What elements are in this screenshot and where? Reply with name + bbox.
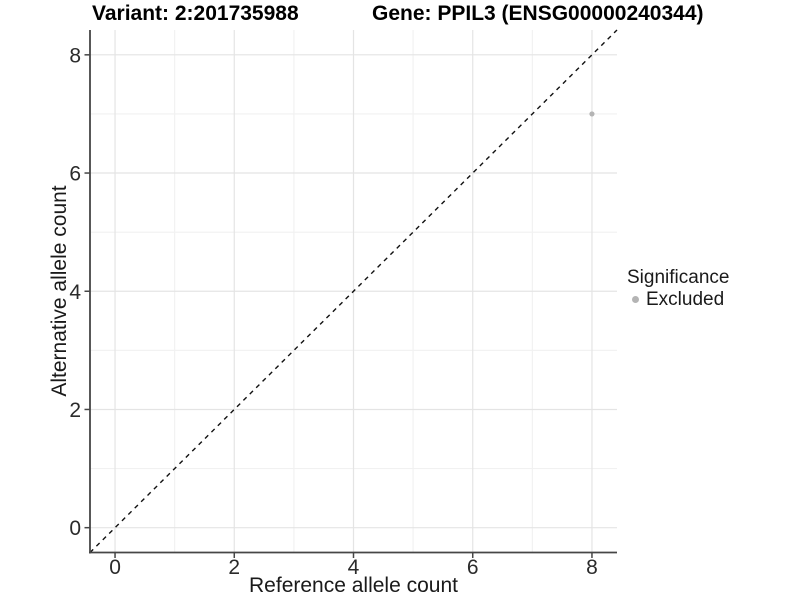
x-tick-label: 0 [109, 556, 121, 579]
excluded-point-icon [632, 296, 639, 303]
x-tick-label: 2 [228, 556, 240, 579]
x-tick-label: 6 [467, 556, 479, 579]
x-axis-title: Reference allele count [249, 574, 458, 597]
legend-title: Significance [627, 267, 730, 288]
plot-title-gene: Gene: PPIL3 (ENSG00000240344) [372, 2, 704, 25]
y-tick-label: 6 [69, 163, 81, 186]
y-tick-label: 8 [69, 44, 81, 67]
y-tick-label: 4 [69, 281, 81, 304]
x-tick-label: 4 [348, 556, 360, 579]
x-tick-label: 8 [586, 556, 598, 579]
y-axis-title: Alternative allele count [48, 185, 71, 397]
legend-item-excluded: Excluded [627, 288, 729, 310]
plot-title-variant: Variant: 2:201735988 [92, 2, 299, 25]
data-point [589, 111, 595, 117]
identity-line [89, 29, 618, 553]
legend: Significance Excluded [627, 267, 730, 310]
y-tick-label: 0 [69, 517, 81, 540]
y-tick-label: 2 [69, 399, 81, 422]
legend-item-label: Excluded [646, 288, 725, 310]
